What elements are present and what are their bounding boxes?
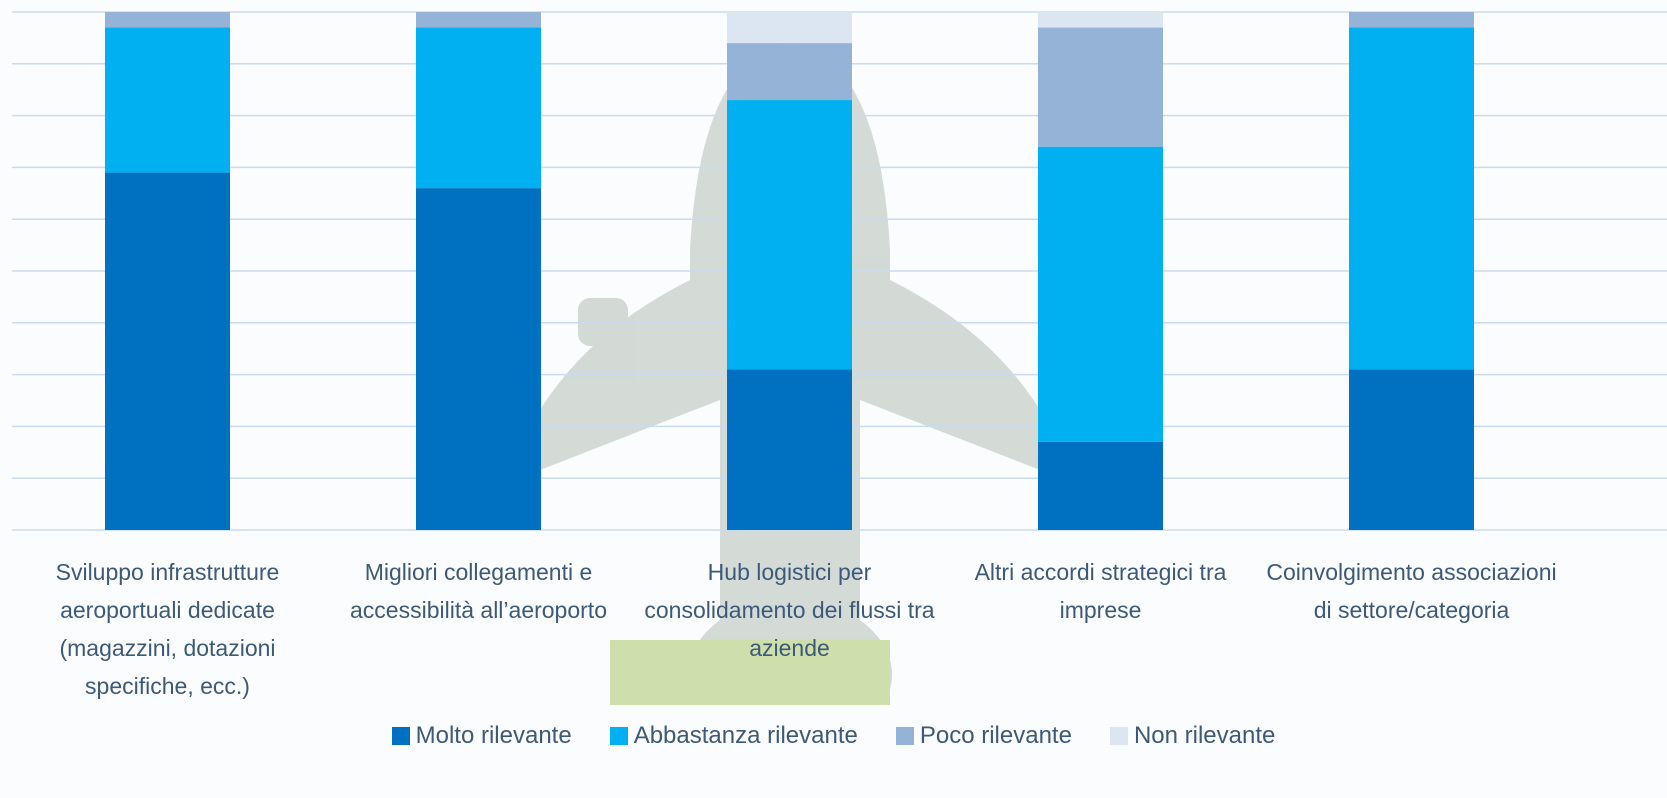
category-label: Sviluppo infrastrutture aeroportuali ded… bbox=[55, 559, 280, 699]
bar-segment bbox=[1349, 27, 1474, 370]
bar-segment bbox=[727, 369, 852, 530]
bars bbox=[105, 12, 1474, 530]
bar-segment bbox=[105, 27, 230, 173]
legend-item: Non rilevante bbox=[1109, 722, 1276, 750]
legend-label: Poco rilevante bbox=[919, 722, 1072, 749]
category-label: Coinvolgimento associazioni di settore/c… bbox=[1266, 559, 1557, 623]
legend-item: Abbastanza rilevante bbox=[609, 722, 858, 750]
legend-item: Molto rilevante bbox=[391, 722, 572, 750]
legend-label: Abbastanza rilevante bbox=[633, 722, 858, 749]
category-label: Hub logistici per consolidamento dei flu… bbox=[644, 559, 935, 661]
bar-segment bbox=[1038, 12, 1163, 28]
legend-swatch bbox=[391, 727, 410, 745]
bar-segment bbox=[1038, 441, 1163, 530]
legend-label: Non rilevante bbox=[1133, 722, 1276, 749]
bar-segment bbox=[1349, 12, 1474, 28]
bar-segment bbox=[727, 12, 852, 44]
legend-item: Poco rilevante bbox=[895, 722, 1072, 750]
legend-swatch bbox=[1109, 727, 1128, 745]
airplane-tail bbox=[610, 640, 890, 705]
bar-segment bbox=[105, 172, 230, 530]
legend-label: Molto rilevante bbox=[415, 722, 572, 749]
legend-swatch bbox=[609, 727, 628, 745]
category-label: Migliori collegamenti e accessibilità al… bbox=[350, 559, 607, 623]
engine bbox=[872, 298, 922, 346]
bar-segment bbox=[1038, 146, 1163, 442]
engine bbox=[578, 298, 628, 346]
bar-segment bbox=[1038, 27, 1163, 147]
bar-segment bbox=[727, 100, 852, 370]
bar-segment bbox=[416, 188, 541, 530]
category-label: Altri accordi strategici tra imprese bbox=[974, 559, 1227, 623]
bar-segment bbox=[727, 43, 852, 101]
legend: Molto rilevante Abbastanza rilevante Poco … bbox=[0, 722, 1667, 750]
bar-segment bbox=[1349, 369, 1474, 530]
bar-segment bbox=[416, 12, 541, 28]
bar-segment bbox=[416, 27, 541, 189]
legend-swatch bbox=[895, 727, 914, 745]
bar-segment bbox=[105, 12, 230, 28]
